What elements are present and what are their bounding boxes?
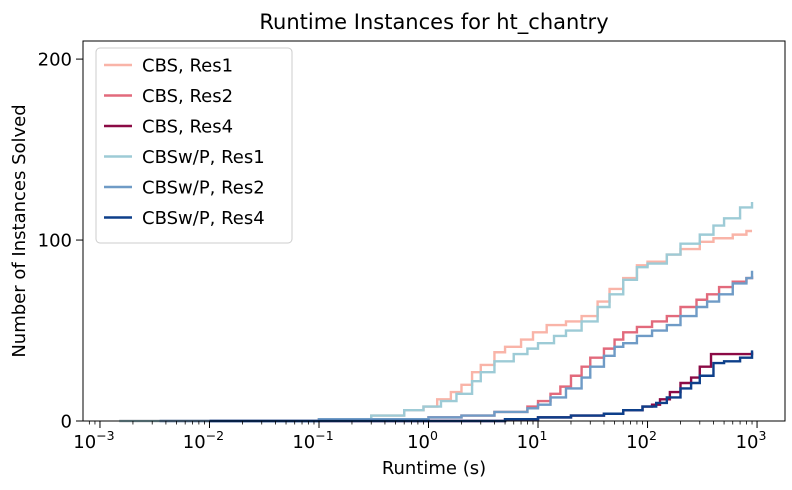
y-tick-label: 200 (38, 50, 72, 71)
legend-entry: CBSw/P, Res2 (142, 178, 265, 199)
legend-entry: CBSw/P, Res4 (142, 208, 265, 229)
chart-title: Runtime Instances for ht_chantry (259, 10, 608, 35)
x-tick-label: 101 (517, 428, 548, 453)
x-tick-label: 10−3 (73, 428, 114, 453)
y-axis: 0 100 200 (38, 50, 83, 433)
x-axis: 10−3 10−2 10−1 100 101 102 103 (73, 421, 766, 453)
legend-box (95, 47, 293, 244)
plot-lines (119, 202, 754, 423)
y-tick-label: 100 (38, 231, 72, 252)
y-tick-label: 0 (61, 412, 72, 433)
legend-entry: CBS, Res1 (142, 56, 233, 77)
legend-entry: CBSw/P, Res1 (142, 147, 265, 168)
series-line-6 (209, 350, 754, 423)
x-tick-label: 10−2 (183, 428, 224, 453)
series-line-5 (159, 270, 754, 423)
x-tick-label: 10−1 (292, 428, 333, 453)
series-line-4 (119, 202, 754, 423)
legend-entry: CBS, Res4 (142, 117, 233, 138)
x-tick-label: 103 (736, 428, 767, 453)
plot-frame (82, 40, 786, 422)
x-axis-label: Runtime (s) (382, 458, 486, 479)
x-tick-label: 100 (407, 428, 438, 453)
y-axis-label: Number of Instances Solved (9, 104, 30, 357)
x-tick-label: 102 (626, 428, 657, 453)
legend: CBS, Res1 CBS, Res2 CBS, Res4 CBSw/P, Res1 C… (95, 47, 293, 244)
legend-entry: CBS, Res2 (142, 86, 233, 107)
